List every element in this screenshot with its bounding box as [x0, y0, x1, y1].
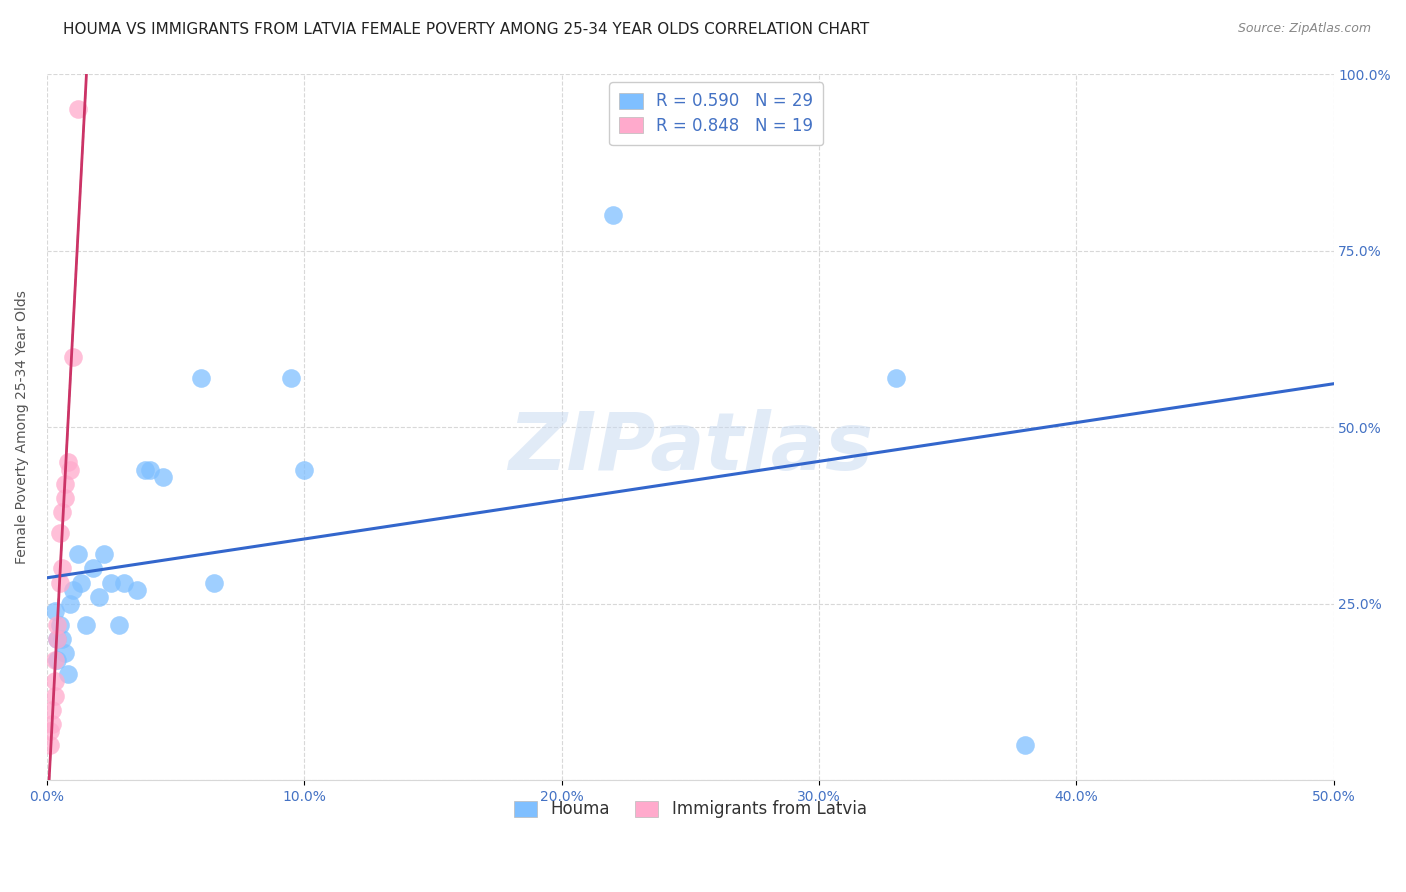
- Point: [62, 350, 84, 364]
- Point: [53, 491, 76, 505]
- Point: [41, 703, 63, 717]
- Point: [53, 646, 76, 660]
- Text: ZIPatlas: ZIPatlas: [508, 409, 873, 487]
- Point: [49, 526, 72, 541]
- Point: [49, 575, 72, 590]
- Point: [93, 547, 115, 561]
- Point: [38, 723, 60, 738]
- Point: [44, 604, 66, 618]
- Point: [53, 476, 76, 491]
- Point: [46, 653, 69, 667]
- Point: [69, 575, 91, 590]
- Point: [66, 103, 89, 117]
- Point: [44, 689, 66, 703]
- Point: [152, 469, 174, 483]
- Point: [56, 455, 79, 469]
- Text: Source: ZipAtlas.com: Source: ZipAtlas.com: [1237, 22, 1371, 36]
- Point: [44, 674, 66, 689]
- Legend: Houma, Immigrants from Latvia: Houma, Immigrants from Latvia: [508, 794, 873, 825]
- Point: [884, 370, 907, 384]
- Point: [49, 618, 72, 632]
- Point: [41, 716, 63, 731]
- Point: [38, 738, 60, 752]
- Point: [66, 547, 89, 561]
- Point: [82, 561, 104, 575]
- Point: [75, 618, 97, 632]
- Point: [202, 575, 225, 590]
- Point: [87, 590, 110, 604]
- Point: [108, 618, 131, 632]
- Text: HOUMA VS IMMIGRANTS FROM LATVIA FEMALE POVERTY AMONG 25-34 YEAR OLDS CORRELATION: HOUMA VS IMMIGRANTS FROM LATVIA FEMALE P…: [63, 22, 869, 37]
- Point: [100, 575, 122, 590]
- Point: [280, 370, 302, 384]
- Point: [51, 505, 73, 519]
- Point: [51, 632, 73, 646]
- Point: [46, 632, 69, 646]
- Point: [59, 462, 82, 476]
- Point: [127, 582, 149, 597]
- Point: [46, 632, 69, 646]
- Point: [112, 575, 135, 590]
- Point: [51, 561, 73, 575]
- Point: [190, 370, 212, 384]
- Point: [602, 208, 624, 222]
- Point: [1014, 738, 1036, 752]
- Point: [44, 653, 66, 667]
- Point: [134, 462, 156, 476]
- Point: [46, 618, 69, 632]
- Point: [292, 462, 315, 476]
- Point: [59, 597, 82, 611]
- Point: [56, 667, 79, 681]
- Point: [139, 462, 162, 476]
- Point: [62, 582, 84, 597]
- Y-axis label: Female Poverty Among 25-34 Year Olds: Female Poverty Among 25-34 Year Olds: [15, 290, 30, 564]
